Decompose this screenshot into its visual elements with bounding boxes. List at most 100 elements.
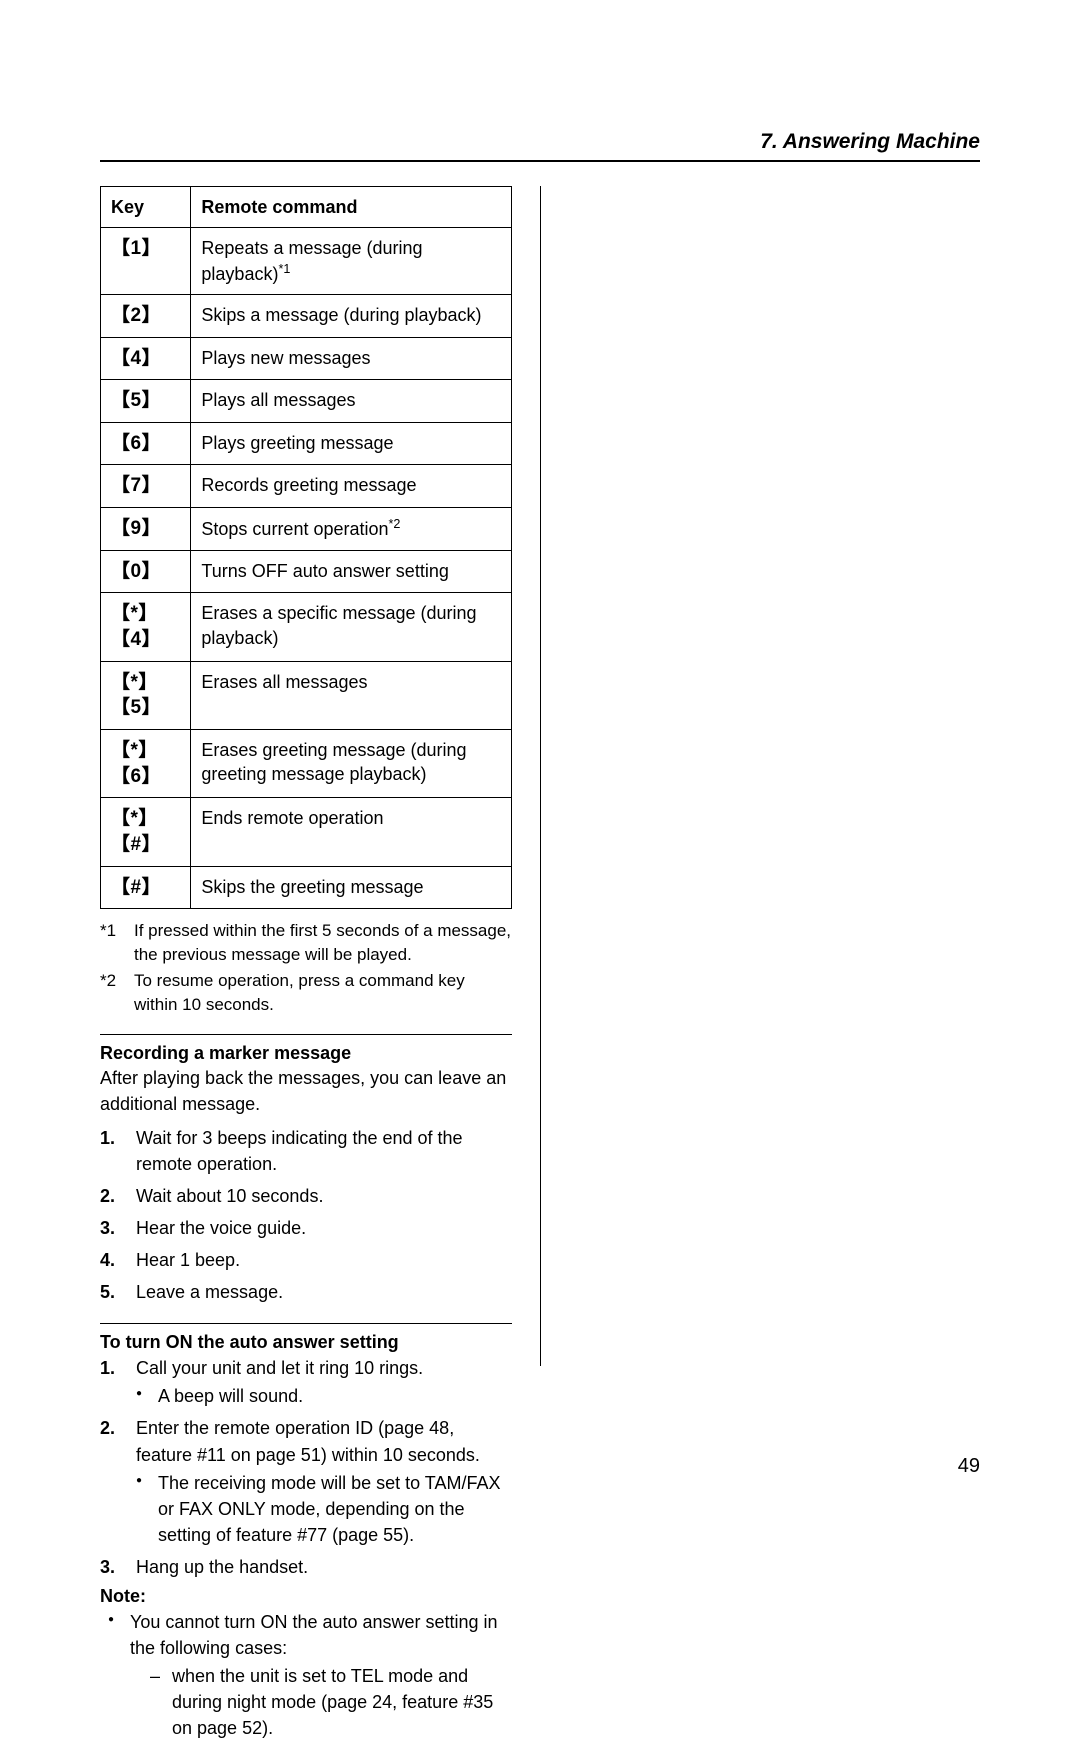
note-body: ●You cannot turn ON the auto answer sett…	[100, 1609, 512, 1741]
step-text: Hear 1 beep.	[136, 1247, 512, 1273]
table-row: 【*】【6】Erases greeting message (during gr…	[101, 729, 512, 797]
table-row: 【*】【5】Erases all messages	[101, 661, 512, 729]
section2-steps: 1.Call your unit and let it ring 10 ring…	[100, 1355, 512, 1580]
key-cell: 【9】	[101, 508, 191, 551]
command-cell: Records greeting message	[191, 465, 511, 508]
step-text: Wait about 10 seconds.	[136, 1183, 512, 1209]
step-number: 1.	[100, 1355, 126, 1409]
bullet-text: The receiving mode will be set to TAM/FA…	[158, 1470, 512, 1548]
command-cell: Plays new messages	[191, 337, 511, 380]
table-row: 【1】Repeats a message (during playback)*1	[101, 228, 512, 295]
step-number: 2.	[100, 1415, 126, 1547]
step-number: 4.	[100, 1247, 126, 1273]
step-text: Enter the remote operation ID (page 48, …	[136, 1415, 512, 1467]
table-row: 【6】Plays greeting message	[101, 422, 512, 465]
table-row: 【0】Turns OFF auto answer setting	[101, 550, 512, 593]
bullet-item: ●The receiving mode will be set to TAM/F…	[136, 1470, 512, 1548]
list-item: 4. Hear 1 beep.	[100, 1247, 512, 1273]
chapter-title: 7. Answering Machine	[100, 130, 980, 154]
divider	[100, 1323, 512, 1324]
step-number: 3.	[100, 1215, 126, 1241]
key-cell: 【#】	[101, 866, 191, 909]
note-label: Note:	[100, 1586, 512, 1607]
key-cell: 【0】	[101, 550, 191, 593]
section1-heading: Recording a marker message	[100, 1043, 512, 1064]
bullet-dot-icon: ●	[136, 1470, 150, 1548]
step-body: Call your unit and let it ring 10 rings.…	[136, 1355, 512, 1409]
command-cell: Erases a specific message (during playba…	[191, 593, 511, 661]
divider	[100, 1034, 512, 1035]
note-bullet-body: You cannot turn ON the auto answer setti…	[130, 1609, 512, 1741]
table-row: 【9】Stops current operation*2	[101, 508, 512, 551]
table-row: 【#】Skips the greeting message	[101, 866, 512, 909]
bullet-dot-icon: ●	[136, 1383, 150, 1409]
key-cell: 【*】【4】	[101, 593, 191, 661]
column-divider	[540, 186, 541, 1366]
key-cell: 【4】	[101, 337, 191, 380]
note-bullet: ●You cannot turn ON the auto answer sett…	[108, 1609, 512, 1741]
table-header-key: Key	[101, 187, 191, 228]
command-cell: Plays all messages	[191, 380, 511, 423]
list-item: 2.Enter the remote operation ID (page 48…	[100, 1415, 512, 1547]
command-cell: Skips a message (during playback)	[191, 294, 511, 337]
list-item: 1.Wait for 3 beeps indicating the end of…	[100, 1125, 512, 1177]
dash-text: when the unit is set to TEL mode and dur…	[172, 1663, 512, 1741]
list-item: 3. Hear the voice guide.	[100, 1215, 512, 1241]
two-column-layout: Key Remote command 【1】Repeats a message …	[100, 186, 980, 1366]
chapter-rule	[100, 160, 980, 162]
command-cell: Erases all messages	[191, 661, 511, 729]
bullet-text: A beep will sound.	[158, 1383, 303, 1409]
right-column	[569, 186, 981, 1366]
footnote: *2To resume operation, press a command k…	[100, 969, 512, 1017]
section2-heading: To turn ON the auto answer setting	[100, 1332, 512, 1353]
step-number: 5.	[100, 1279, 126, 1305]
command-cell: Erases greeting message (during greeting…	[191, 729, 511, 797]
list-item: 5. Leave a message.	[100, 1279, 512, 1305]
footnote-marker: *1	[100, 919, 126, 967]
step-body: Hang up the handset.	[136, 1554, 512, 1580]
footnote: *1If pressed within the first 5 seconds …	[100, 919, 512, 967]
key-cell: 【6】	[101, 422, 191, 465]
page-number: 49	[958, 1455, 980, 1478]
step-text: Wait for 3 beeps indicating the end of t…	[136, 1125, 512, 1177]
list-item: 2. Wait about 10 seconds.	[100, 1183, 512, 1209]
table-row: 【2】Skips a message (during playback)	[101, 294, 512, 337]
step-body: Enter the remote operation ID (page 48, …	[136, 1415, 512, 1547]
command-cell: Skips the greeting message	[191, 866, 511, 909]
superscript: *2	[389, 517, 401, 531]
key-cell: 【*】【6】	[101, 729, 191, 797]
command-cell: Repeats a message (during playback)*1	[191, 228, 511, 295]
key-cell: 【5】	[101, 380, 191, 423]
bullet-dot-icon: ●	[108, 1609, 122, 1741]
step-number: 2.	[100, 1183, 126, 1209]
command-cell: Plays greeting message	[191, 422, 511, 465]
key-cell: 【2】	[101, 294, 191, 337]
table-row: 【*】【#】Ends remote operation	[101, 798, 512, 866]
step-text: Call your unit and let it ring 10 rings.	[136, 1355, 512, 1381]
list-item: 1.Call your unit and let it ring 10 ring…	[100, 1355, 512, 1409]
section1-intro: After playing back the messages, you can…	[100, 1066, 512, 1116]
key-cell: 【*】【5】	[101, 661, 191, 729]
remote-command-table: Key Remote command 【1】Repeats a message …	[100, 186, 512, 909]
step-text: Leave a message.	[136, 1279, 512, 1305]
page: 7. Answering Machine Key Remote command …	[0, 0, 1080, 1528]
section1-steps: 1.Wait for 3 beeps indicating the end of…	[100, 1125, 512, 1306]
table-row: 【4】Plays new messages	[101, 337, 512, 380]
step-text: Hear the voice guide.	[136, 1215, 512, 1241]
table-row: 【*】【4】Erases a specific message (during …	[101, 593, 512, 661]
command-cell: Turns OFF auto answer setting	[191, 550, 511, 593]
step-number: 3.	[100, 1554, 126, 1580]
note-bullet-text: You cannot turn ON the auto answer setti…	[130, 1609, 512, 1661]
footnotes: *1If pressed within the first 5 seconds …	[100, 919, 512, 1016]
key-cell: 【*】【#】	[101, 798, 191, 866]
table-header-cmd: Remote command	[191, 187, 511, 228]
command-cell: Stops current operation*2	[191, 508, 511, 551]
step-text: Hang up the handset.	[136, 1554, 512, 1580]
command-cell: Ends remote operation	[191, 798, 511, 866]
dash-marker-icon: –	[150, 1663, 164, 1741]
dash-item: –when the unit is set to TEL mode and du…	[150, 1663, 512, 1741]
footnote-text: To resume operation, press a command key…	[134, 969, 512, 1017]
left-column: Key Remote command 【1】Repeats a message …	[100, 186, 512, 1366]
list-item: 3. Hang up the handset.	[100, 1554, 512, 1580]
footnote-marker: *2	[100, 969, 126, 1017]
